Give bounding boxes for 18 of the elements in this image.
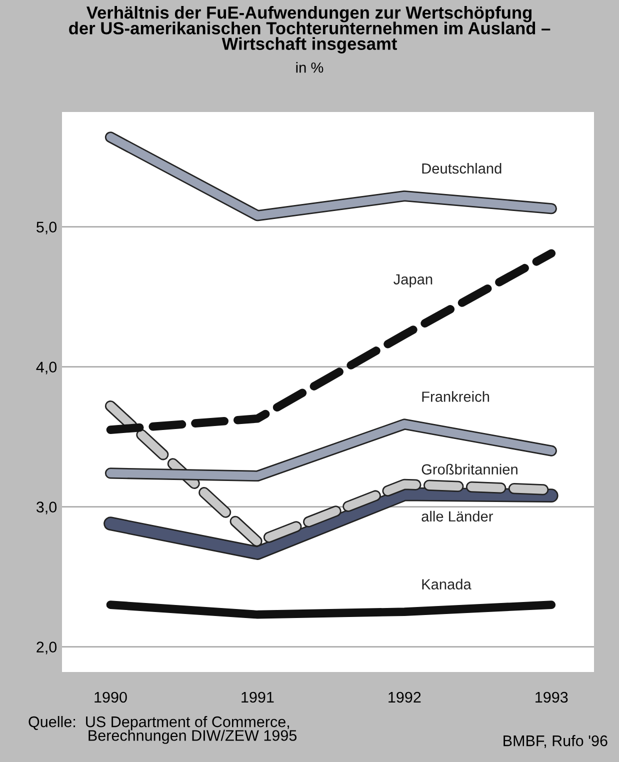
y-tick-label: 4,0 <box>36 362 57 374</box>
source-note: Quelle: US Department of Commerce, Berechnungen DIW/ZEW 1995 <box>28 716 297 744</box>
series-label: Kanada <box>422 578 472 590</box>
x-tick-label: 1993 <box>536 692 568 703</box>
series-label: Großbritannien <box>422 464 518 475</box>
chart-title: Verhältnis der FuE-Aufwendungen zur Wertschöpfung der US-amerikanischen Tochterunternehmen im Ausland – Wirtschaft insgesamt <box>69 6 550 54</box>
y-tick-label: 2,0 <box>36 642 57 654</box>
series-label: alle Länder <box>422 510 494 522</box>
x-tick-label: 1992 <box>388 692 421 703</box>
y-tick-label: 3,0 <box>36 502 57 514</box>
chart-subtitle: in % <box>296 62 324 73</box>
series-label: Japan <box>394 274 432 288</box>
x-tick-label: 1991 <box>242 692 274 703</box>
series-label: Frankreich <box>422 391 490 402</box>
x-tick-label: 1990 <box>94 692 127 703</box>
y-tick-label: 5,0 <box>36 222 57 234</box>
series-label: Deutschland <box>422 162 502 174</box>
text: BMBF, Rufo '96 <box>504 735 608 748</box>
